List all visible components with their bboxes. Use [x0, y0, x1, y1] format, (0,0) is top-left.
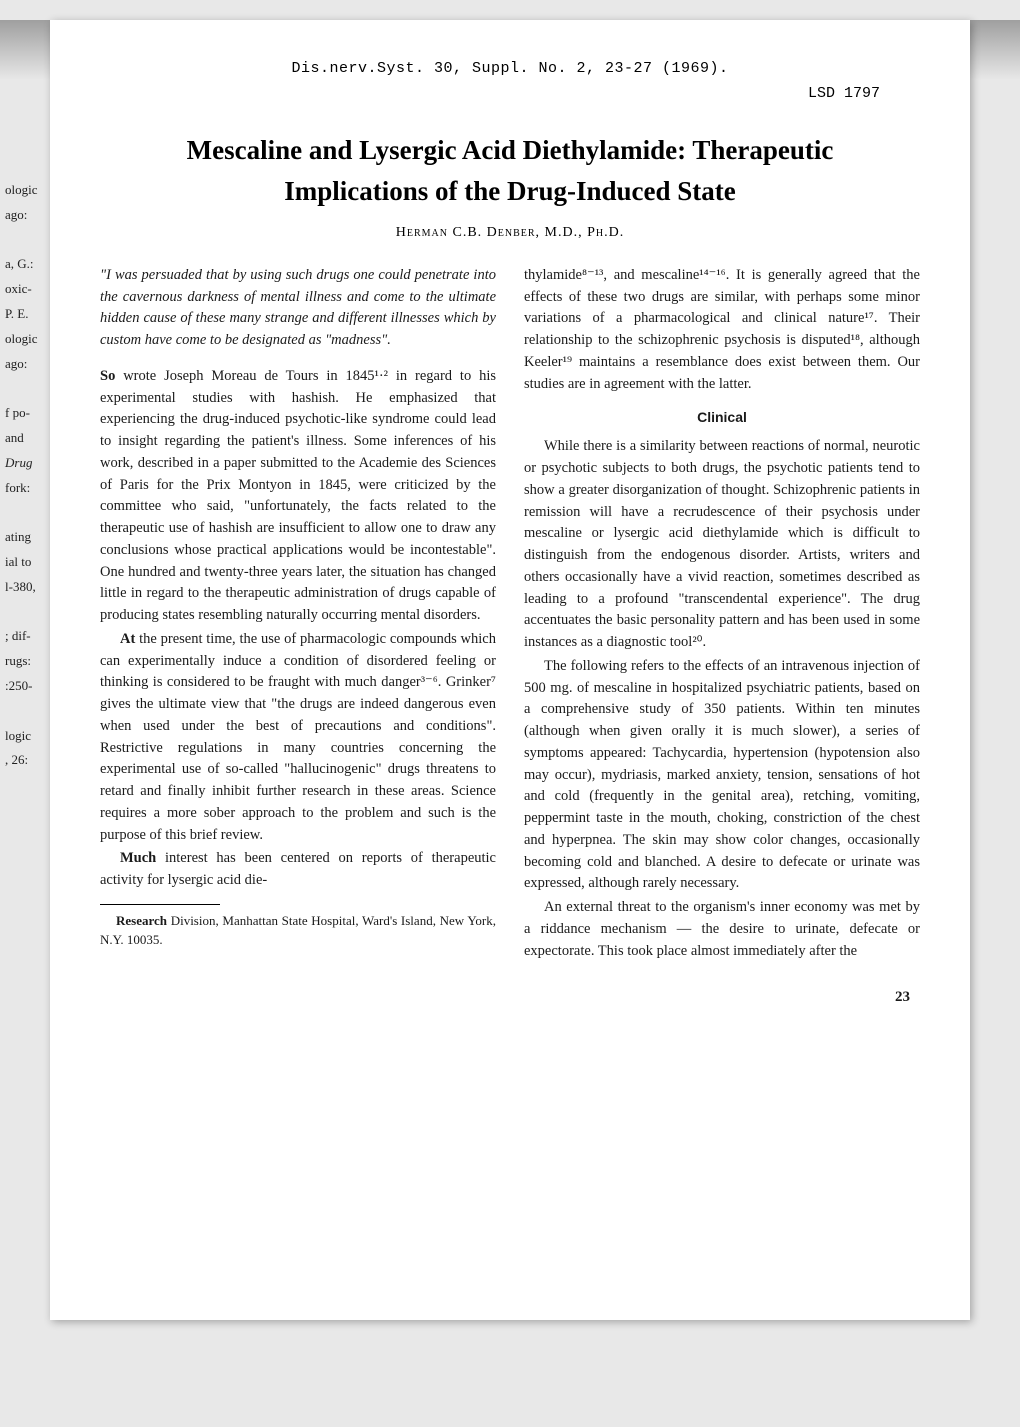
citation-header: Dis.nerv.Syst. 30, Suppl. No. 2, 23-27 (… — [100, 60, 920, 77]
para2-body: the present time, the use of pharmacolog… — [100, 631, 496, 843]
para3-lead: Much — [120, 850, 156, 866]
opening-quote: "I was persuaded that by using such drug… — [100, 265, 496, 352]
para2-lead: At — [120, 631, 135, 647]
footnote-lead: Research — [116, 913, 167, 928]
paragraph-5: While there is a similarity between reac… — [524, 436, 920, 654]
section-heading-clinical: Clinical — [524, 407, 920, 428]
article-title-line2: Implications of the Drug-Induced State — [100, 176, 920, 207]
reference-id: LSD 1797 — [100, 85, 920, 102]
paragraph-7: An external threat to the organism's inn… — [524, 897, 920, 962]
right-column: thylamide⁸⁻¹³, and mescaline¹⁴⁻¹⁶. It is… — [524, 265, 920, 1009]
left-column: "I was persuaded that by using such drug… — [100, 265, 496, 1009]
article-title-line1: Mescaline and Lysergic Acid Diethylamide… — [100, 132, 920, 170]
para1-lead: So — [100, 368, 115, 384]
footnote-divider — [100, 904, 220, 905]
paragraph-4: thylamide⁸⁻¹³, and mescaline¹⁴⁻¹⁶. It is… — [524, 265, 920, 396]
text-columns: "I was persuaded that by using such drug… — [100, 265, 920, 1009]
para1-body: wrote Joseph Moreau de Tours in 1845¹·² … — [100, 368, 496, 623]
affiliation-footnote: Research Division, Manhattan State Hospi… — [100, 911, 496, 950]
paragraph-6: The following refers to the effects of a… — [524, 656, 920, 895]
paragraph-1: So wrote Joseph Moreau de Tours in 1845¹… — [100, 366, 496, 627]
page-number: 23 — [524, 986, 920, 1009]
paragraph-2: At the present time, the use of pharmaco… — [100, 629, 496, 847]
paragraph-3: Much interest has been centered on repor… — [100, 848, 496, 892]
author-name: Herman C.B. Denber, M.D., Ph.D. — [100, 225, 920, 241]
para3-body: interest has been centered on reports of… — [100, 850, 496, 888]
document-page: Dis.nerv.Syst. 30, Suppl. No. 2, 23-27 (… — [50, 20, 970, 1320]
